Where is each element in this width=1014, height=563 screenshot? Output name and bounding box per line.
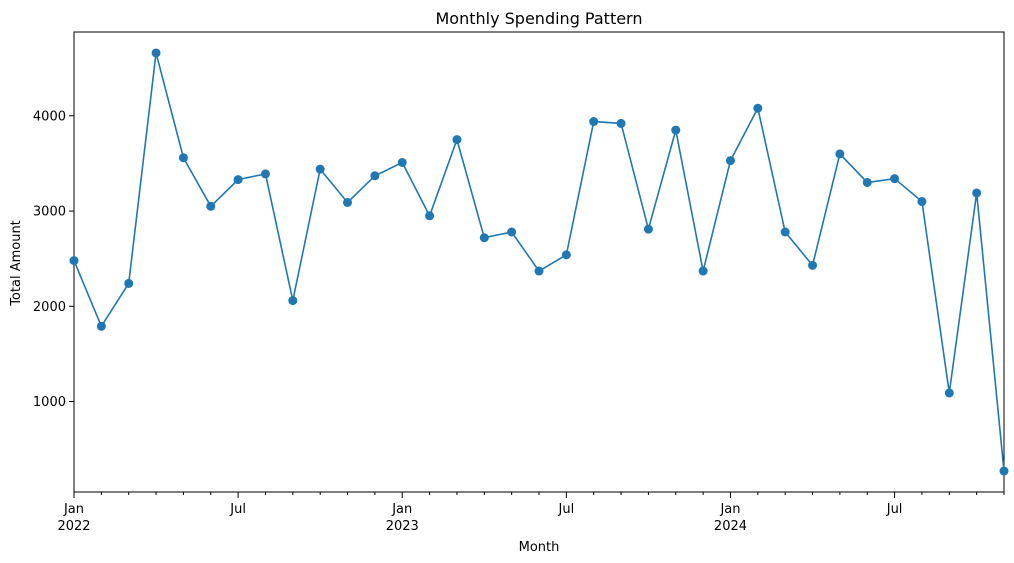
y-tick-label: 3000 xyxy=(33,205,66,220)
series-line xyxy=(73,52,1005,472)
x-tick-label: Jan xyxy=(719,502,740,517)
x-tick-label: Jan xyxy=(391,502,412,517)
x-tick-label: Jan xyxy=(63,502,84,517)
data-point xyxy=(507,227,517,237)
x-tick-year-label: 2024 xyxy=(714,519,747,534)
data-point xyxy=(835,149,845,159)
data-point xyxy=(96,321,106,331)
data-point xyxy=(479,233,489,243)
data-point xyxy=(260,169,270,179)
x-tick-label: Jul xyxy=(886,502,903,517)
x-tick-year-label: 2023 xyxy=(386,519,419,534)
data-point xyxy=(999,466,1009,476)
data-point xyxy=(69,256,79,266)
data-point xyxy=(124,278,134,288)
y-axis-label: Total Amount xyxy=(9,220,24,307)
x-tick-label: Jul xyxy=(229,502,246,517)
data-point xyxy=(370,171,380,181)
data-point xyxy=(671,125,681,135)
data-point xyxy=(753,103,763,113)
plot-frame xyxy=(73,31,1005,493)
y-axis: 1000 2000 3000 4000 xyxy=(33,109,74,410)
data-point xyxy=(206,201,216,211)
data-point xyxy=(890,174,900,184)
y-tick-label: 4000 xyxy=(33,109,66,124)
data-point xyxy=(178,153,188,163)
data-point xyxy=(452,135,462,145)
x-axis-label: Month xyxy=(519,540,560,555)
y-tick-label: 2000 xyxy=(33,300,66,315)
data-point xyxy=(561,250,571,260)
chart-title: Monthly Spending Pattern xyxy=(436,9,643,28)
data-point xyxy=(944,388,954,398)
data-point xyxy=(698,266,708,276)
data-point xyxy=(616,118,626,128)
data-point xyxy=(233,175,243,185)
data-point xyxy=(315,164,325,174)
data-point xyxy=(151,48,161,58)
data-point xyxy=(534,266,544,276)
data-point xyxy=(397,157,407,167)
data-point xyxy=(425,211,435,221)
data-point xyxy=(288,296,298,306)
data-point xyxy=(917,197,927,207)
data-point xyxy=(589,117,599,127)
data-point xyxy=(343,197,353,207)
data-point xyxy=(808,260,818,270)
series-markers xyxy=(69,48,1009,476)
x-axis: Jan 2022 Jul Jan 2023 Jul Jan 2024 Jul xyxy=(57,492,1005,534)
data-point xyxy=(862,177,872,187)
data-point xyxy=(725,156,735,166)
y-tick-label: 1000 xyxy=(33,395,66,410)
data-point xyxy=(972,188,982,198)
x-tick-year-label: 2022 xyxy=(57,519,90,534)
data-point xyxy=(643,224,653,234)
x-tick-label: Jul xyxy=(558,502,575,517)
data-point xyxy=(780,227,790,237)
